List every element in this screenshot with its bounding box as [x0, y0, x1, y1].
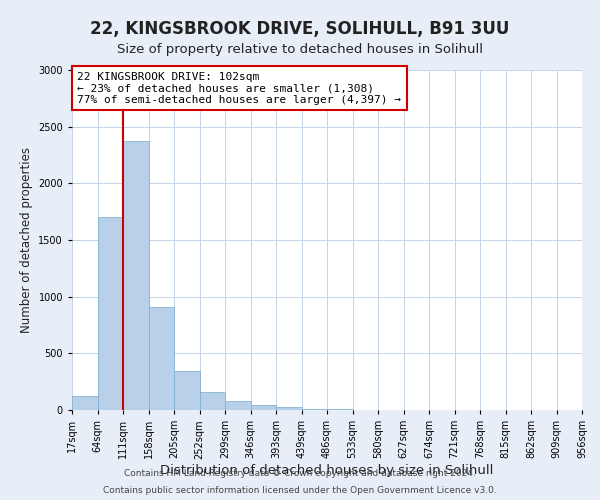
- Text: Contains public sector information licensed under the Open Government Licence v3: Contains public sector information licen…: [103, 486, 497, 495]
- Text: Size of property relative to detached houses in Solihull: Size of property relative to detached ho…: [117, 42, 483, 56]
- Bar: [199, 392, 225, 410]
- Text: 22 KINGSBROOK DRIVE: 102sqm
← 23% of detached houses are smaller (1,308)
77% of : 22 KINGSBROOK DRIVE: 102sqm ← 23% of det…: [77, 72, 401, 105]
- Bar: [174, 372, 199, 410]
- Text: Contains HM Land Registry data © Crown copyright and database right 2024.: Contains HM Land Registry data © Crown c…: [124, 468, 476, 477]
- Bar: [251, 406, 276, 410]
- Bar: [123, 142, 149, 410]
- X-axis label: Distribution of detached houses by size in Solihull: Distribution of detached houses by size …: [160, 464, 494, 477]
- Bar: [225, 401, 251, 410]
- Bar: [276, 407, 302, 410]
- Bar: [149, 307, 174, 410]
- Text: 22, KINGSBROOK DRIVE, SOLIHULL, B91 3UU: 22, KINGSBROOK DRIVE, SOLIHULL, B91 3UU: [91, 20, 509, 38]
- Bar: [302, 409, 327, 410]
- Y-axis label: Number of detached properties: Number of detached properties: [20, 147, 32, 333]
- Bar: [72, 396, 97, 410]
- Bar: [97, 218, 123, 410]
